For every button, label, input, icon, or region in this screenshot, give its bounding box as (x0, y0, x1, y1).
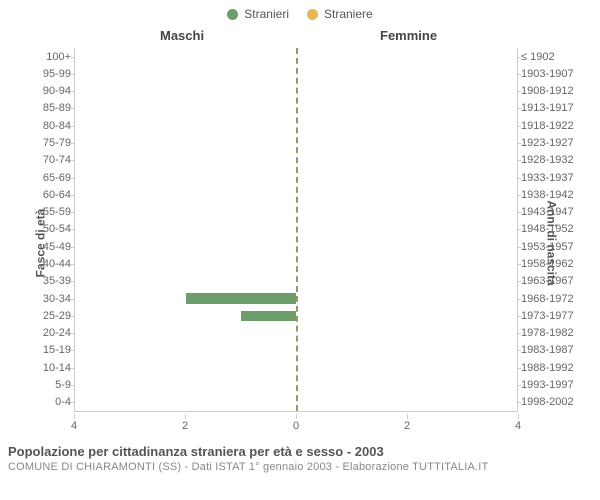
bar-male (186, 293, 297, 303)
birth-year-tick: 1933-1937 (521, 172, 589, 184)
birth-year-tick: 1998-2002 (521, 396, 589, 408)
age-row: 15-191983-1987 (75, 342, 517, 359)
birth-year-tick: 1943-1947 (521, 206, 589, 218)
plot-area: 100+≤ 190295-991903-190790-941908-191285… (74, 48, 518, 412)
birth-year-tick: 1913-1917 (521, 102, 589, 114)
birth-year-tick: 1983-1987 (521, 344, 589, 356)
age-row: 30-341968-1972 (75, 290, 517, 307)
x-axis: 4 2 0 2 4 (74, 416, 518, 438)
birth-year-tick: 1923-1927 (521, 137, 589, 149)
age-tick: 30-34 (31, 293, 71, 305)
birth-year-tick: 1903-1907 (521, 68, 589, 80)
age-tick: 70-74 (31, 154, 71, 166)
column-headers: Maschi Femmine (0, 28, 600, 48)
age-tick: 60-64 (31, 189, 71, 201)
chart-title: Popolazione per cittadinanza straniera p… (8, 444, 592, 459)
legend-item-female: Straniere (307, 7, 373, 21)
age-tick: 0-4 (31, 396, 71, 408)
birth-year-tick: 1928-1932 (521, 154, 589, 166)
birth-year-tick: ≤ 1902 (521, 51, 589, 63)
age-row: 55-591943-1947 (75, 204, 517, 221)
x-tick: 2 (182, 420, 188, 432)
age-tick: 85-89 (31, 102, 71, 114)
age-row: 5-91993-1997 (75, 376, 517, 393)
birth-year-tick: 1988-1992 (521, 362, 589, 374)
legend-label-male: Stranieri (244, 7, 289, 21)
age-row: 95-991903-1907 (75, 65, 517, 82)
age-row: 90-941908-1912 (75, 83, 517, 100)
bar-male (241, 311, 296, 321)
birth-year-tick: 1958-1962 (521, 258, 589, 270)
legend: Stranieri Straniere (0, 0, 600, 28)
age-row: 80-841918-1922 (75, 117, 517, 134)
birth-year-tick: 1908-1912 (521, 85, 589, 97)
chart-footer: Popolazione per cittadinanza straniera p… (0, 438, 600, 473)
age-row: 70-741928-1932 (75, 152, 517, 169)
age-tick: 15-19 (31, 344, 71, 356)
x-tick: 2 (404, 420, 410, 432)
age-tick: 20-24 (31, 327, 71, 339)
age-tick: 35-39 (31, 275, 71, 287)
age-row: 20-241978-1982 (75, 325, 517, 342)
age-row: 50-541948-1952 (75, 221, 517, 238)
birth-year-tick: 1978-1982 (521, 327, 589, 339)
birth-year-tick: 1968-1972 (521, 293, 589, 305)
chart-subtitle: COMUNE DI CHIARAMONTI (SS) - Dati ISTAT … (8, 461, 592, 473)
birth-year-tick: 1938-1942 (521, 189, 589, 201)
age-tick: 10-14 (31, 362, 71, 374)
age-tick: 55-59 (31, 206, 71, 218)
age-row: 75-791923-1927 (75, 134, 517, 151)
age-row: 45-491953-1957 (75, 238, 517, 255)
birth-year-tick: 1963-1967 (521, 275, 589, 287)
population-pyramid-chart: Stranieri Straniere Maschi Femmine Fasce… (0, 0, 600, 500)
age-row: 85-891913-1917 (75, 100, 517, 117)
birth-year-tick: 1953-1957 (521, 241, 589, 253)
birth-year-tick: 1918-1922 (521, 120, 589, 132)
age-tick: 80-84 (31, 120, 71, 132)
legend-item-male: Stranieri (227, 7, 289, 21)
col-header-right: Femmine (380, 28, 437, 43)
age-tick: 50-54 (31, 223, 71, 235)
birth-year-tick: 1948-1952 (521, 223, 589, 235)
age-row: 40-441958-1962 (75, 255, 517, 272)
age-row: 65-691933-1937 (75, 169, 517, 186)
age-tick: 40-44 (31, 258, 71, 270)
x-tick: 0 (293, 420, 299, 432)
age-row: 60-641938-1942 (75, 186, 517, 203)
x-tick: 4 (71, 420, 77, 432)
birth-year-tick: 1973-1977 (521, 310, 589, 322)
age-tick: 65-69 (31, 172, 71, 184)
age-tick: 45-49 (31, 241, 71, 253)
age-row: 10-141988-1992 (75, 359, 517, 376)
age-tick: 25-29 (31, 310, 71, 322)
x-tick: 4 (515, 420, 521, 432)
age-tick: 90-94 (31, 85, 71, 97)
age-row: 25-291973-1977 (75, 307, 517, 324)
age-tick: 75-79 (31, 137, 71, 149)
legend-swatch-male (227, 9, 238, 20)
legend-label-female: Straniere (324, 7, 373, 21)
age-row: 0-41998-2002 (75, 394, 517, 411)
legend-swatch-female (307, 9, 318, 20)
age-tick: 100+ (31, 51, 71, 63)
age-tick: 5-9 (31, 379, 71, 391)
age-row: 35-391963-1967 (75, 273, 517, 290)
plot-wrapper: Fasce di età Anni di nascita 100+≤ 19029… (0, 48, 600, 438)
age-row: 100+≤ 1902 (75, 48, 517, 65)
birth-year-tick: 1993-1997 (521, 379, 589, 391)
age-tick: 95-99 (31, 68, 71, 80)
col-header-left: Maschi (160, 28, 204, 43)
